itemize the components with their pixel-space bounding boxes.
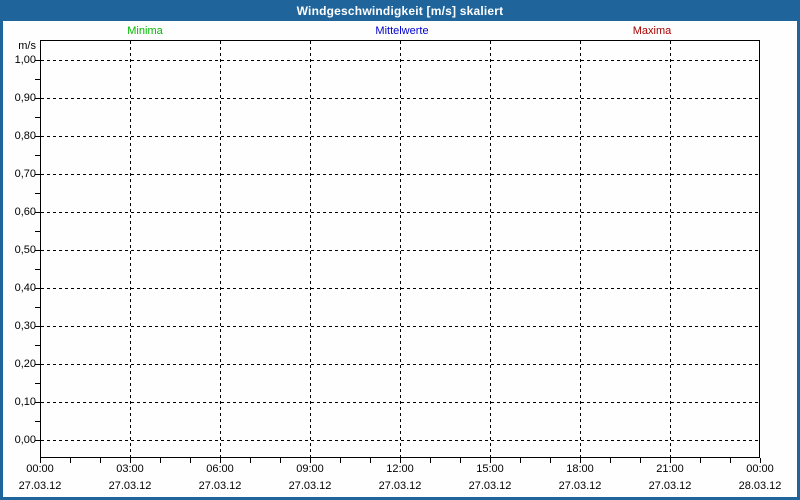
x-axis-tick <box>460 458 461 463</box>
x-axis-tick <box>310 458 311 463</box>
legend-item-mittelwerte: Mittelwerte <box>375 25 429 37</box>
y-axis-tick <box>35 364 40 365</box>
y-axis-tick <box>35 117 40 118</box>
x-axis-tick <box>640 458 641 463</box>
x-time-label: 00:00 <box>26 463 54 475</box>
y-axis-tick <box>35 60 40 61</box>
y-axis-tick <box>35 212 40 213</box>
x-axis-tick <box>280 458 281 463</box>
x-date-label: 27.03.12 <box>378 480 422 492</box>
chart-title: Windgeschwindigkeit [m/s] skaliert <box>296 3 504 18</box>
y-axis-tick <box>35 79 40 80</box>
v-gridline <box>670 41 671 457</box>
x-time-label: 06:00 <box>206 463 234 475</box>
x-date-label: 27.03.12 <box>558 480 602 492</box>
x-axis-tick <box>580 458 581 463</box>
x-axis-tick <box>490 458 491 463</box>
x-date-label: 27.03.12 <box>288 480 332 492</box>
x-time-label: 00:00 <box>746 463 774 475</box>
y-axis-unit-label: m/s <box>18 40 36 52</box>
v-gridline <box>310 41 311 457</box>
x-date-label: 27.03.12 <box>468 480 512 492</box>
y-axis-tick <box>35 326 40 327</box>
x-axis-tick <box>370 458 371 463</box>
v-gridline <box>580 41 581 457</box>
plot-area <box>40 40 760 458</box>
x-date-label: 27.03.12 <box>198 480 242 492</box>
x-date-label: 28.03.12 <box>738 480 782 492</box>
y-axis-tick <box>35 174 40 175</box>
y-axis-tick <box>35 383 40 384</box>
v-gridline <box>220 41 221 457</box>
x-axis-tick <box>730 458 731 463</box>
x-time-label: 15:00 <box>476 463 504 475</box>
x-date-label: 27.03.12 <box>108 480 152 492</box>
y-tick-label: 0,50 <box>14 244 36 256</box>
x-time-label: 18:00 <box>566 463 594 475</box>
y-tick-label: 0,00 <box>14 434 36 446</box>
y-axis-tick <box>35 307 40 308</box>
x-date-label: 27.03.12 <box>648 480 692 492</box>
y-axis-tick <box>35 288 40 289</box>
y-axis-tick <box>35 402 40 403</box>
x-axis-tick <box>400 458 401 463</box>
y-axis-tick <box>35 345 40 346</box>
y-axis-tick <box>35 193 40 194</box>
y-axis-tick <box>35 98 40 99</box>
title-bar: Windgeschwindigkeit [m/s] skaliert <box>0 0 800 21</box>
x-time-label: 09:00 <box>296 463 324 475</box>
y-axis-tick <box>35 250 40 251</box>
y-tick-label: 0,90 <box>14 92 36 104</box>
x-axis-tick <box>610 458 611 463</box>
y-tick-label: 0,70 <box>14 168 36 180</box>
y-tick-label: 0,60 <box>14 206 36 218</box>
v-gridline <box>490 41 491 457</box>
x-axis-tick <box>550 458 551 463</box>
y-tick-label: 1,00 <box>14 54 36 66</box>
v-gridline <box>130 41 131 457</box>
x-axis-tick <box>430 458 431 463</box>
x-time-label: 12:00 <box>386 463 414 475</box>
y-axis-tick <box>35 231 40 232</box>
y-tick-label: 0,10 <box>14 396 36 408</box>
x-axis-tick <box>340 458 341 463</box>
y-tick-label: 0,20 <box>14 358 36 370</box>
x-axis-tick <box>160 458 161 463</box>
legend-item-minima: Minima <box>127 25 163 37</box>
y-axis-tick <box>35 269 40 270</box>
x-axis-tick <box>700 458 701 463</box>
x-time-label: 21:00 <box>656 463 684 475</box>
x-axis-tick <box>760 458 761 463</box>
y-axis-tick <box>35 155 40 156</box>
x-axis-tick <box>100 458 101 463</box>
x-axis-tick <box>670 458 671 463</box>
y-tick-label: 0,80 <box>14 130 36 142</box>
y-tick-label: 0,40 <box>14 282 36 294</box>
x-date-label: 27.03.12 <box>18 480 62 492</box>
x-axis-tick <box>130 458 131 463</box>
x-axis-tick <box>520 458 521 463</box>
x-axis-tick <box>190 458 191 463</box>
x-axis-tick <box>250 458 251 463</box>
x-axis-tick <box>70 458 71 463</box>
x-axis-tick <box>220 458 221 463</box>
y-axis-tick <box>35 421 40 422</box>
x-time-label: 03:00 <box>116 463 144 475</box>
y-axis-tick <box>35 440 40 441</box>
y-tick-label: 0,30 <box>14 320 36 332</box>
legend-item-maxima: Maxima <box>632 25 672 37</box>
x-axis-tick <box>40 458 41 463</box>
y-axis-tick <box>35 136 40 137</box>
v-gridline <box>400 41 401 457</box>
